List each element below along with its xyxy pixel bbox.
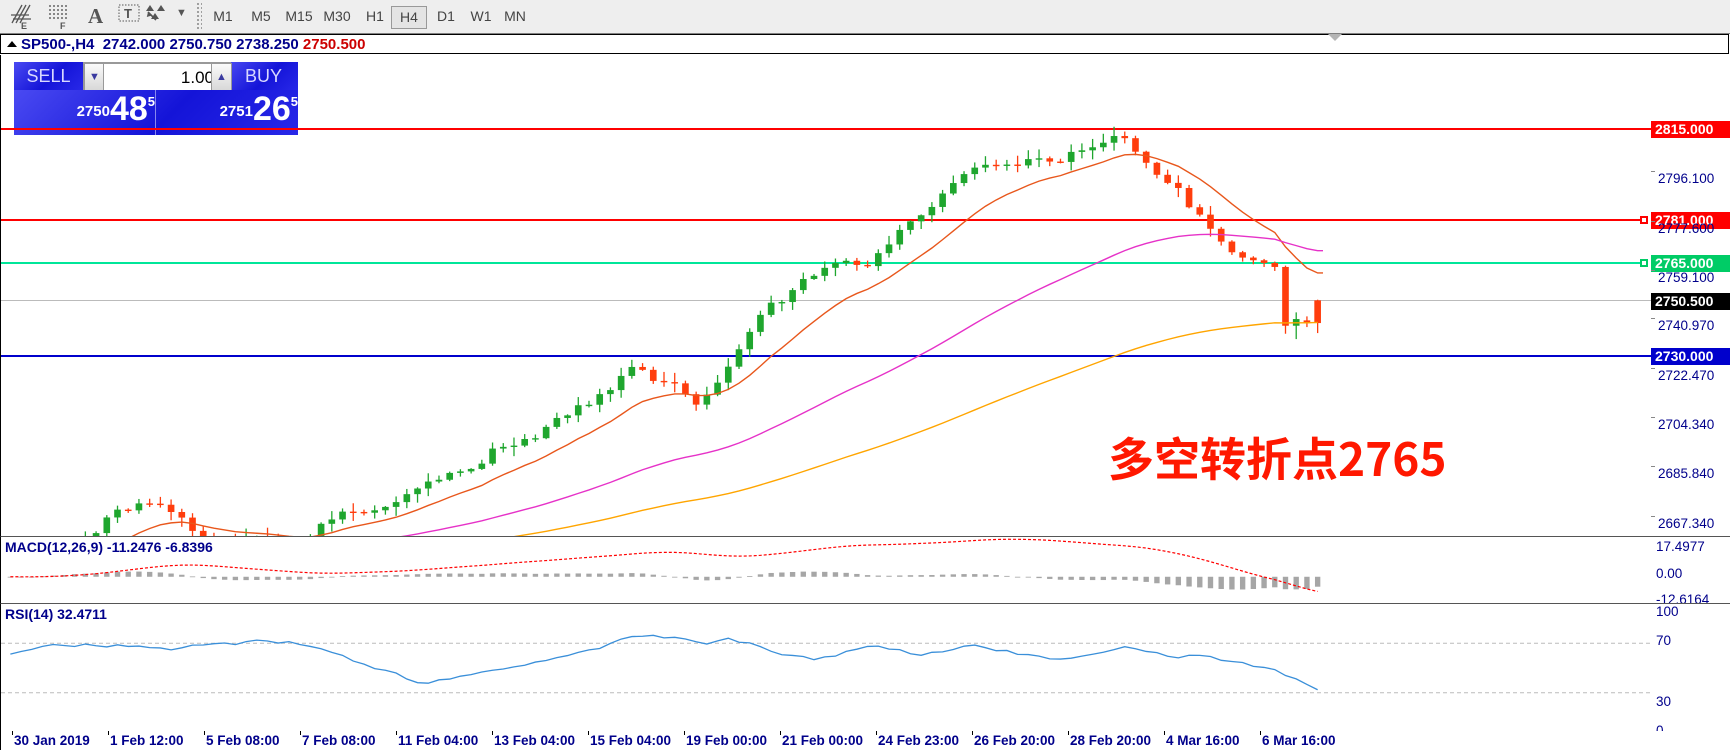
svg-text:T: T (124, 6, 132, 21)
